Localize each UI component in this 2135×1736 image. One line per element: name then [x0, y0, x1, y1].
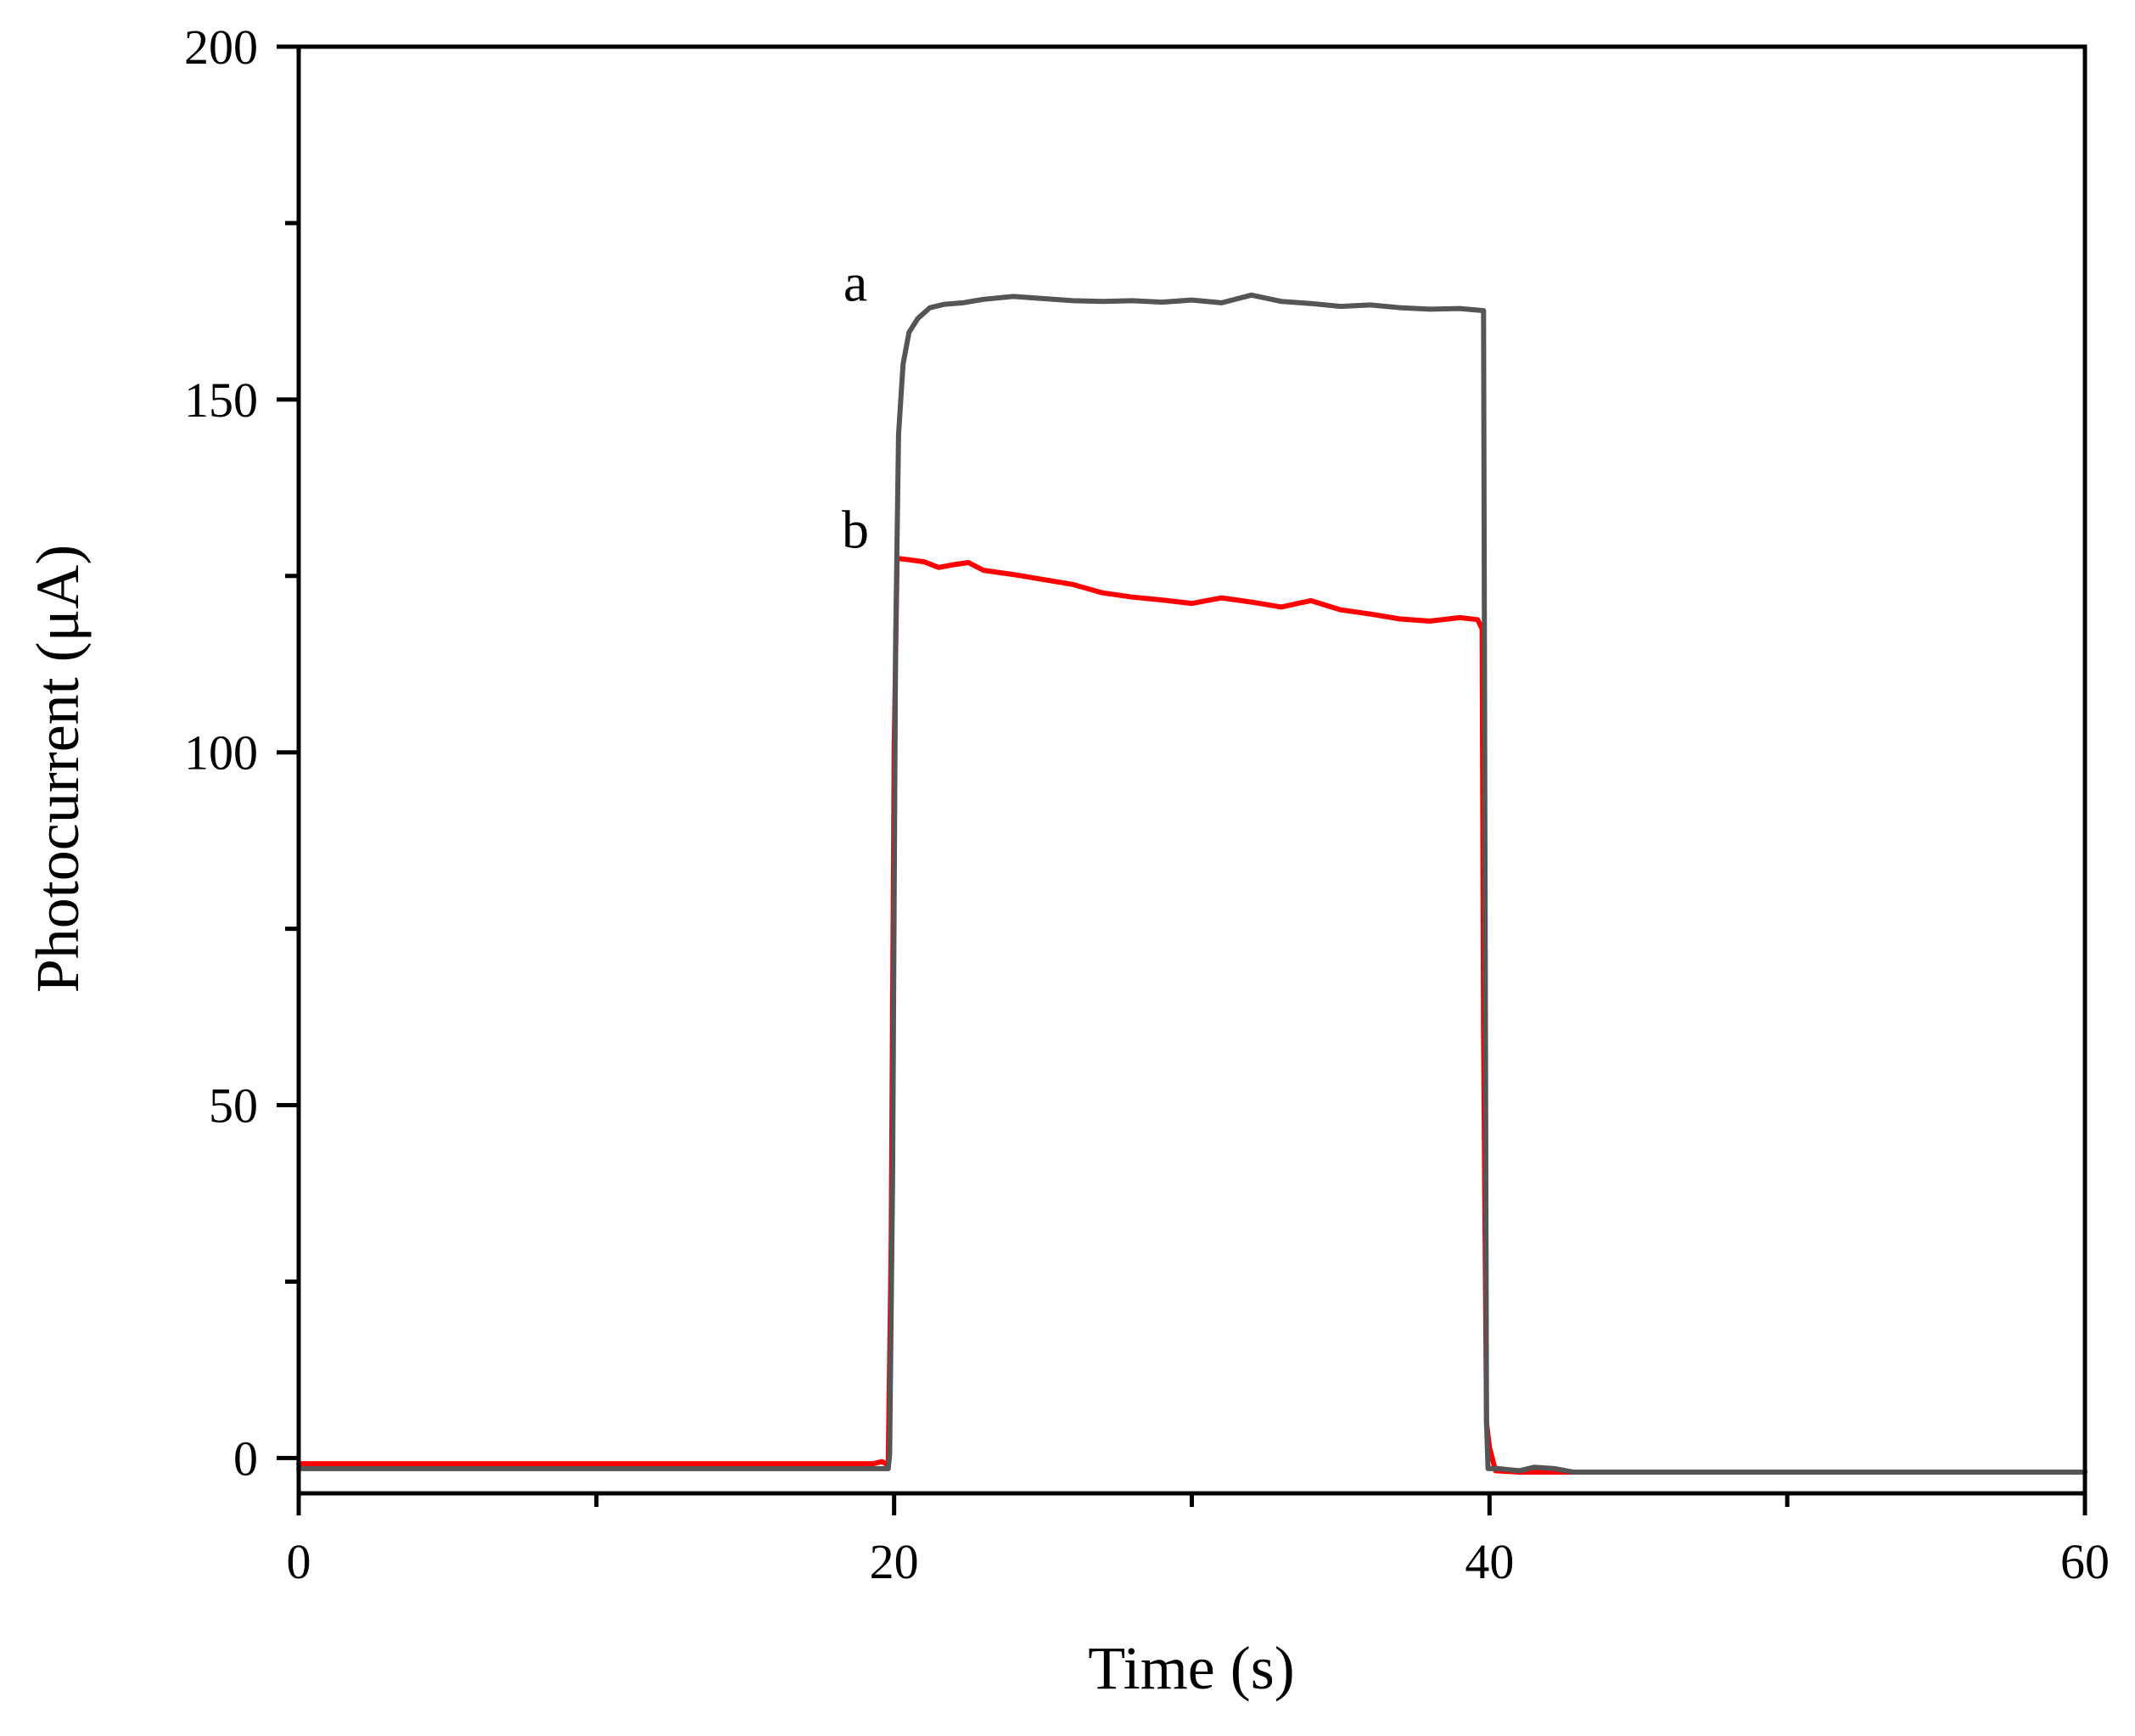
x-axis-title: Time (s) — [1088, 1634, 1294, 1702]
x-tick-label: 40 — [1465, 1534, 1514, 1589]
y-tick-label: 100 — [184, 725, 258, 781]
y-tick-label: 200 — [184, 20, 258, 75]
x-tick-label: 0 — [287, 1534, 311, 1589]
series-label-a: a — [843, 252, 867, 312]
series-label-b: b — [842, 500, 869, 560]
plot-frame — [296, 44, 2087, 1496]
y-tick-label: 150 — [184, 372, 258, 428]
x-tick-label: 60 — [2060, 1534, 2110, 1589]
y-axis-title: Photocurrent (μA) — [24, 545, 92, 993]
y-tick-label: 50 — [209, 1078, 258, 1134]
series-line-a — [296, 292, 2087, 1475]
series-layer — [296, 292, 2087, 1475]
ticks-layer — [277, 44, 2087, 1515]
labels-layer: 0 20 40 60 0 50 100 150 200 a b — [184, 20, 2110, 1589]
x-tick-label: 20 — [870, 1534, 919, 1589]
y-tick-label: 0 — [233, 1431, 258, 1486]
series-line-b — [296, 556, 2087, 1475]
